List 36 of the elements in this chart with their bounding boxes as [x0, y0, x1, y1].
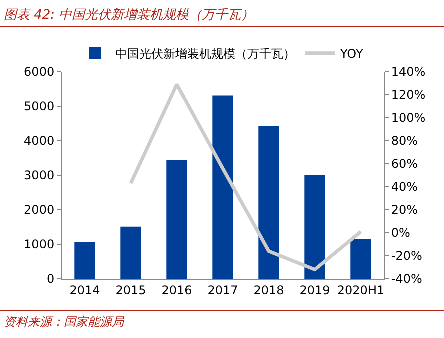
x-tick-label: 2018	[254, 283, 284, 298]
legend-label: YOY	[340, 47, 364, 62]
legend-label: 中国光伏新增装机规模（万千瓦）	[116, 47, 296, 62]
y2-tick-label: 20%	[391, 203, 418, 218]
y2-tick-label: -20%	[391, 249, 422, 264]
y-tick-label: 4000	[24, 134, 55, 148]
x-tick-label: 2017	[208, 283, 238, 298]
y2-tick-label: 120%	[391, 88, 426, 102]
line-series	[129, 82, 363, 272]
y2-tick-label: 0%	[391, 226, 410, 240]
x-tick-label: 2015	[116, 283, 146, 298]
x-tick-label: 2014	[70, 283, 100, 298]
chart-title: 图表 42: 中国光伏新增装机规模（万千瓦）	[0, 0, 444, 27]
y2-tick-label: -40%	[391, 272, 422, 286]
y2-tick-label: 60%	[391, 157, 418, 172]
y-tick-label: 1000	[24, 238, 55, 252]
bar	[258, 126, 280, 279]
y-tick-label: 0	[46, 272, 55, 286]
y2-tick-label: 100%	[391, 111, 426, 126]
bar	[74, 242, 96, 279]
bar	[304, 175, 326, 279]
y-tick-label: 2000	[24, 203, 55, 218]
y-tick-label: 6000	[24, 65, 55, 80]
x-tick-label: 2016	[162, 283, 192, 298]
text: 资料来源：国家能源局	[0, 310, 444, 334]
y2-tick-label: 140%	[391, 65, 426, 80]
x-tick-label: 2019	[300, 283, 330, 298]
x-tick-label: 2020H1	[337, 283, 385, 298]
y2-tick-label: 80%	[391, 134, 418, 148]
bar	[120, 226, 142, 279]
y2-tick-label: 40%	[391, 180, 418, 194]
y-tick-label: 3000	[24, 168, 55, 183]
bar	[212, 96, 234, 279]
y-tick-label: 5000	[24, 100, 55, 114]
bar	[350, 239, 372, 279]
bar	[166, 160, 188, 279]
